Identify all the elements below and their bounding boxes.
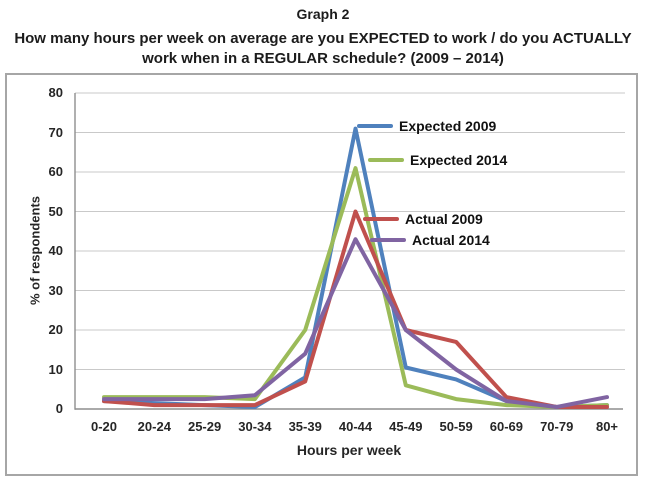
legend-label: Actual 2009 — [405, 210, 483, 227]
x-tick-label-70-79: 70-79 — [540, 419, 574, 434]
series-line-expected-2014 — [102, 166, 609, 409]
legend-item-expected-2014: Expected 2014 — [368, 151, 507, 168]
legend-line-actual-2009 — [363, 216, 399, 221]
chart-subtitle: How many hours per week on average are y… — [3, 29, 643, 69]
plot-area: % of respondents Hours per week Expected… — [5, 73, 638, 476]
legend-label: Expected 2014 — [410, 151, 508, 168]
y-tick-label-70: 70 — [48, 124, 63, 140]
x-tick-label-20-24: 20-24 — [137, 419, 171, 434]
legend-item-expected-2009: Expected 2009 — [357, 117, 496, 134]
legend-item-actual-2009: Actual 2009 — [363, 210, 483, 227]
y-tick-label-60: 60 — [48, 164, 63, 179]
series-line-actual-2009 — [102, 209, 609, 409]
y-tick-label-10: 10 — [48, 361, 63, 377]
x-tick-label-30-34: 30-34 — [238, 419, 272, 434]
x-tick-label-40-44: 40-44 — [338, 419, 373, 434]
legend-line-expected-2014 — [368, 157, 404, 162]
x-axis-title: Hours per week — [296, 442, 402, 458]
legend-item-actual-2014: Actual 2014 — [370, 231, 490, 248]
legend-line-expected-2009 — [357, 123, 393, 128]
series-line-actual-2014 — [102, 237, 609, 409]
y-tick-label-30: 30 — [48, 282, 63, 298]
x-tick-label-0-20: 0-20 — [90, 419, 118, 434]
chart-title: Graph 2 — [296, 6, 350, 22]
y-tick-label-80: 80 — [48, 85, 63, 100]
legend-line-actual-2014 — [370, 237, 406, 242]
y-tick-label-50: 50 — [48, 203, 63, 219]
chart-canvas — [74, 92, 625, 410]
x-tick-label-35-39: 35-39 — [288, 419, 322, 434]
y-tick-label-40: 40 — [48, 243, 63, 258]
x-tick-label-45-49: 45-49 — [389, 419, 423, 434]
x-tick-label-50-59: 50-59 — [439, 419, 473, 434]
x-tick-label-60-69: 60-69 — [489, 419, 524, 434]
legend-label: Expected 2009 — [399, 117, 497, 134]
x-tick-label-80+: 80+ — [595, 419, 619, 434]
chart-subtitle-line2: work when in a REGULAR schedule? (2009 –… — [142, 50, 504, 67]
legend-label: Actual 2014 — [412, 231, 490, 248]
x-tick-label-25-29: 25-29 — [187, 419, 222, 434]
y-tick-label-0: 0 — [55, 401, 63, 416]
chart-subtitle-line1: How many hours per week on average are y… — [14, 30, 632, 47]
y-tick-label-20: 20 — [48, 322, 63, 337]
